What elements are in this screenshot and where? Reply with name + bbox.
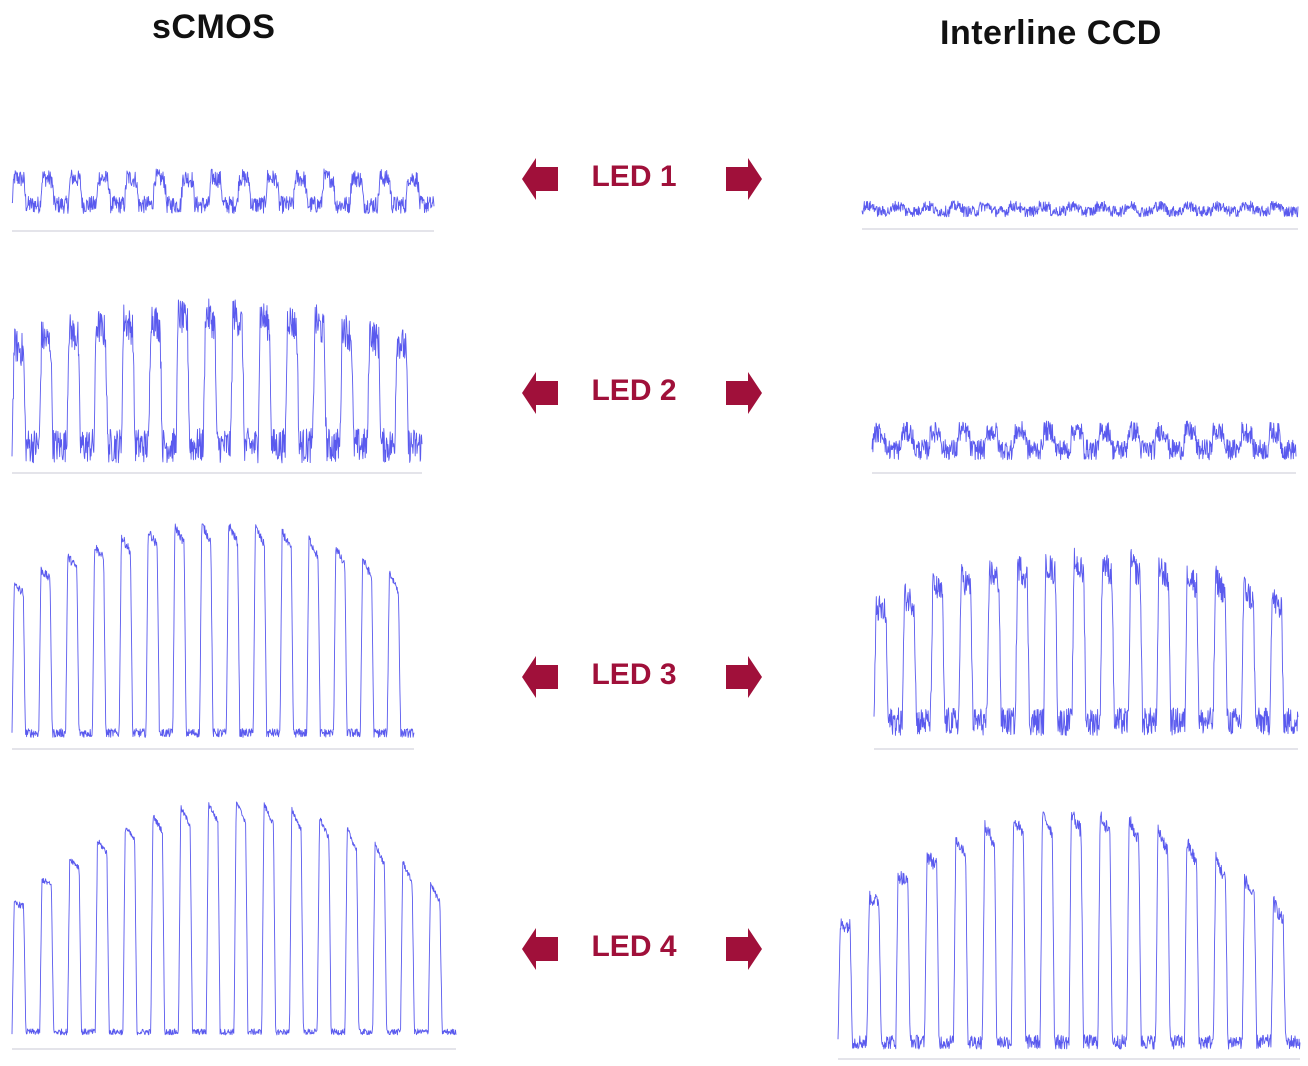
ccd-led-4-trace <box>837 811 1301 1060</box>
ccd-led-3-trace <box>873 547 1299 750</box>
ccd-column-title: Interline CCD <box>940 14 1162 52</box>
scmos-led-3-trace <box>11 523 415 750</box>
right-arrow-icon <box>726 158 762 200</box>
trace-line <box>11 168 435 214</box>
trace-line <box>11 523 415 738</box>
left-arrow-icon <box>522 158 558 200</box>
scmos-led-1-trace <box>11 168 435 232</box>
ccd-led-2-trace <box>871 420 1297 474</box>
left-arrow-icon <box>522 372 558 414</box>
trace-line <box>861 200 1299 218</box>
trace-line <box>871 420 1297 461</box>
right-arrow-icon <box>726 372 762 414</box>
led-3-label: LED 3 <box>591 658 677 691</box>
trace-line <box>11 801 457 1036</box>
led-4-label: LED 4 <box>591 930 677 963</box>
left-arrow-icon <box>522 656 558 698</box>
scmos-led-4-trace <box>11 801 457 1050</box>
scmos-led-2-trace <box>11 298 423 474</box>
trace-line <box>11 298 423 464</box>
led-1-label: LED 1 <box>591 160 677 193</box>
left-arrow-icon <box>522 928 558 970</box>
led-2-label: LED 2 <box>591 374 677 407</box>
right-arrow-icon <box>726 656 762 698</box>
scmos-column-title: sCMOS <box>152 8 276 46</box>
trace-line <box>873 547 1299 736</box>
trace-line <box>837 811 1301 1050</box>
right-arrow-icon <box>726 928 762 970</box>
ccd-led-1-trace <box>861 200 1299 230</box>
